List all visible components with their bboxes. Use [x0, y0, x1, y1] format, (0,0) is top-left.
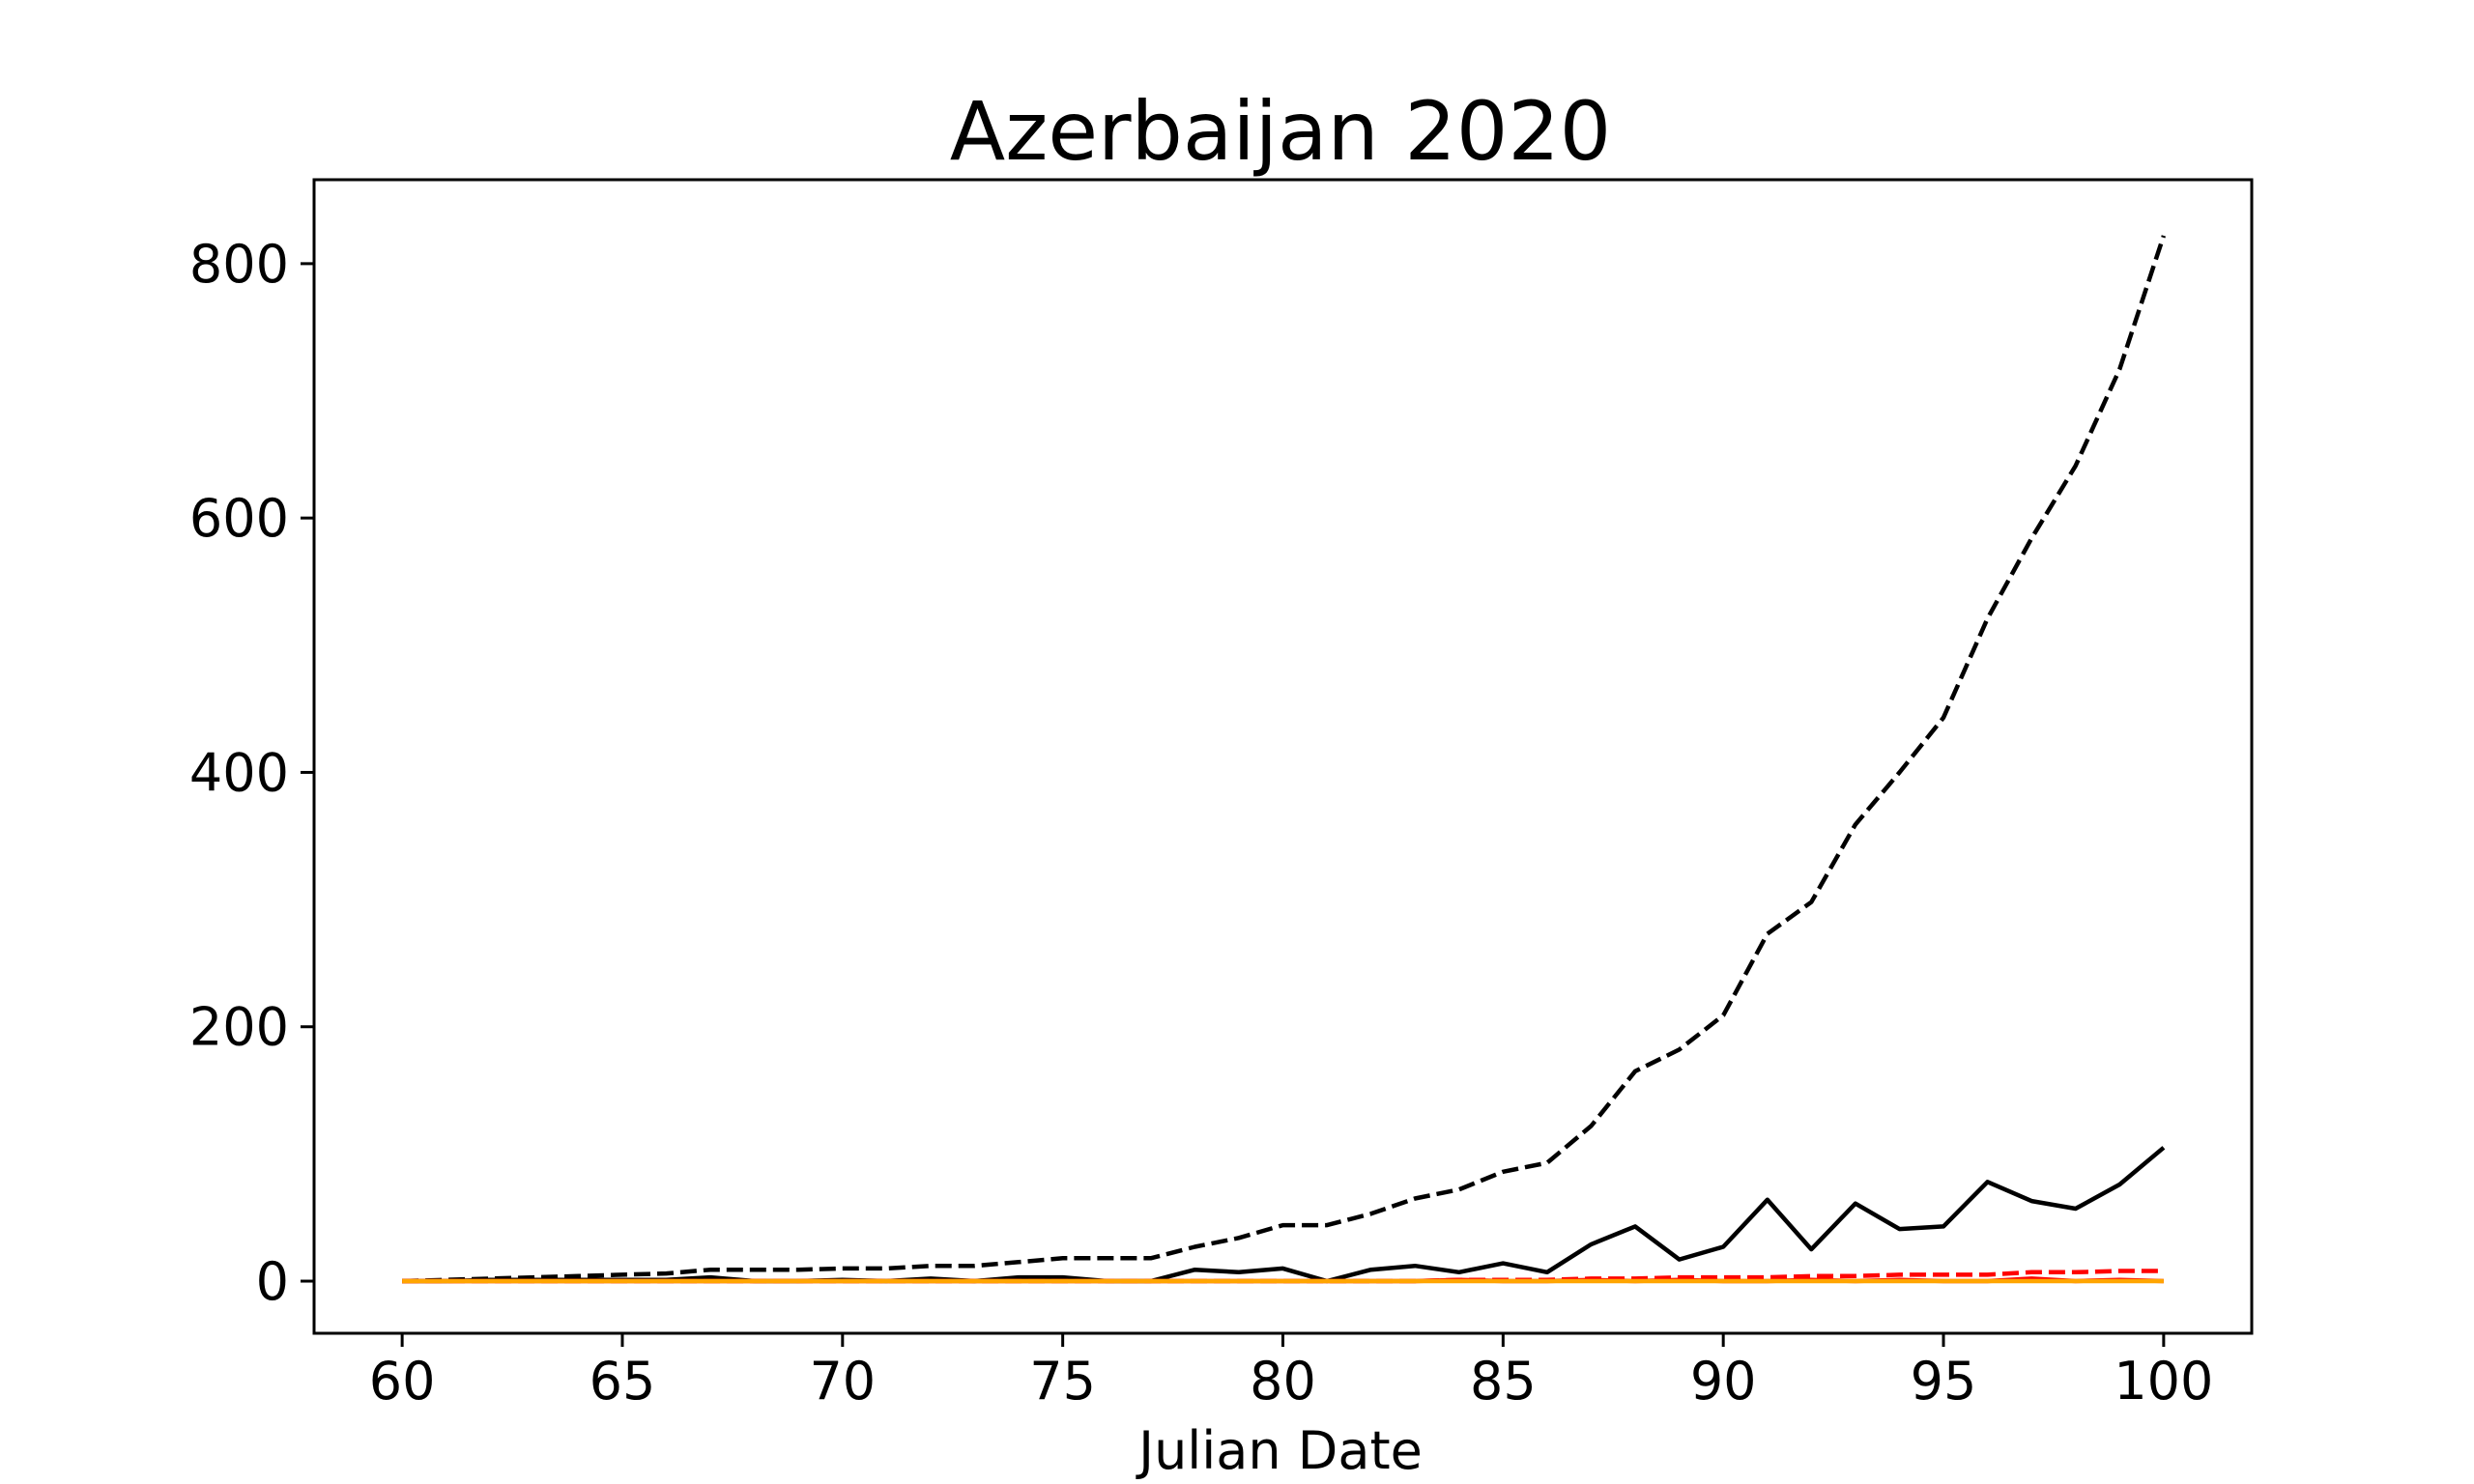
- x-tick-label: 100: [2114, 1351, 2213, 1412]
- series-line-1: [402, 235, 2167, 1284]
- y-tick-label: 200: [189, 997, 289, 1058]
- plot-frame: [312, 178, 2254, 1335]
- x-tick-label: 70: [809, 1351, 876, 1412]
- x-tick-label: 75: [1029, 1351, 1096, 1412]
- x-tick-label: 85: [1470, 1351, 1537, 1412]
- x-tick-label: 80: [1250, 1351, 1316, 1412]
- x-axis: 60 65 70 75 80 85 90 95 100: [369, 1333, 2213, 1412]
- x-tick-label: 65: [590, 1351, 656, 1412]
- y-axis: 0 200 400 600 800: [189, 234, 314, 1312]
- y-tick-label: 0: [256, 1251, 289, 1312]
- x-axis-label: Julian Date: [1136, 1420, 1423, 1481]
- chart-title: Azerbaijan 2020: [950, 84, 1611, 179]
- x-tick-label: 90: [1690, 1351, 1757, 1412]
- series-layer: [402, 235, 2167, 1284]
- y-tick-label: 400: [189, 742, 289, 803]
- y-tick-label: 600: [189, 488, 289, 549]
- x-tick-label: 95: [1911, 1351, 1977, 1412]
- y-tick-label: 800: [189, 234, 289, 295]
- series-line-2: [402, 1146, 2166, 1284]
- x-tick-label: 60: [369, 1351, 436, 1412]
